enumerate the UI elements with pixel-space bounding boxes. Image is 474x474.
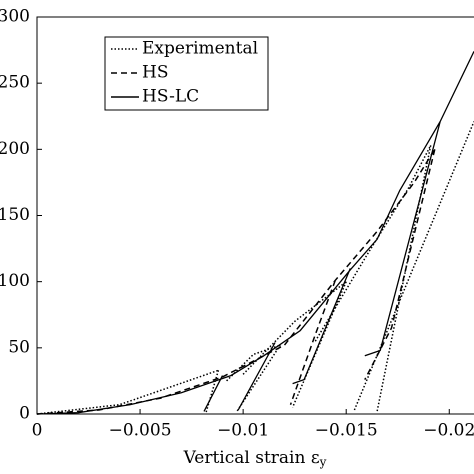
y-tick-label: 200 bbox=[0, 139, 30, 159]
x-axis-label-main: Vertical strain ε bbox=[183, 448, 320, 468]
y-tick-label: 50 bbox=[8, 337, 30, 357]
y-tick-label: 0 bbox=[19, 404, 30, 424]
y-tick-label: 150 bbox=[0, 205, 30, 225]
legend-label: HS-LC bbox=[142, 87, 199, 107]
y-tick-label: 250 bbox=[0, 73, 30, 93]
legend: Experimental HS HS-LC bbox=[104, 36, 269, 111]
legend-label: Experimental bbox=[142, 39, 258, 59]
series-line bbox=[36, 148, 436, 415]
x-tick-label: −0.015 bbox=[315, 421, 378, 441]
x-axis-label-sub: y bbox=[319, 455, 327, 469]
x-tick-label: 0 bbox=[32, 421, 43, 441]
series-line bbox=[36, 121, 474, 415]
legend-label: HS bbox=[142, 63, 168, 83]
y-tick-label: 100 bbox=[0, 271, 30, 291]
x-axis-label: Vertical strain εy bbox=[183, 448, 327, 469]
series-line bbox=[36, 51, 474, 415]
x-tick-label: −0.02 bbox=[423, 421, 474, 441]
x-tick-label: −0.005 bbox=[109, 421, 172, 441]
y-tick-label: 300 bbox=[0, 7, 30, 27]
x-tick-label: −0.01 bbox=[217, 421, 269, 441]
